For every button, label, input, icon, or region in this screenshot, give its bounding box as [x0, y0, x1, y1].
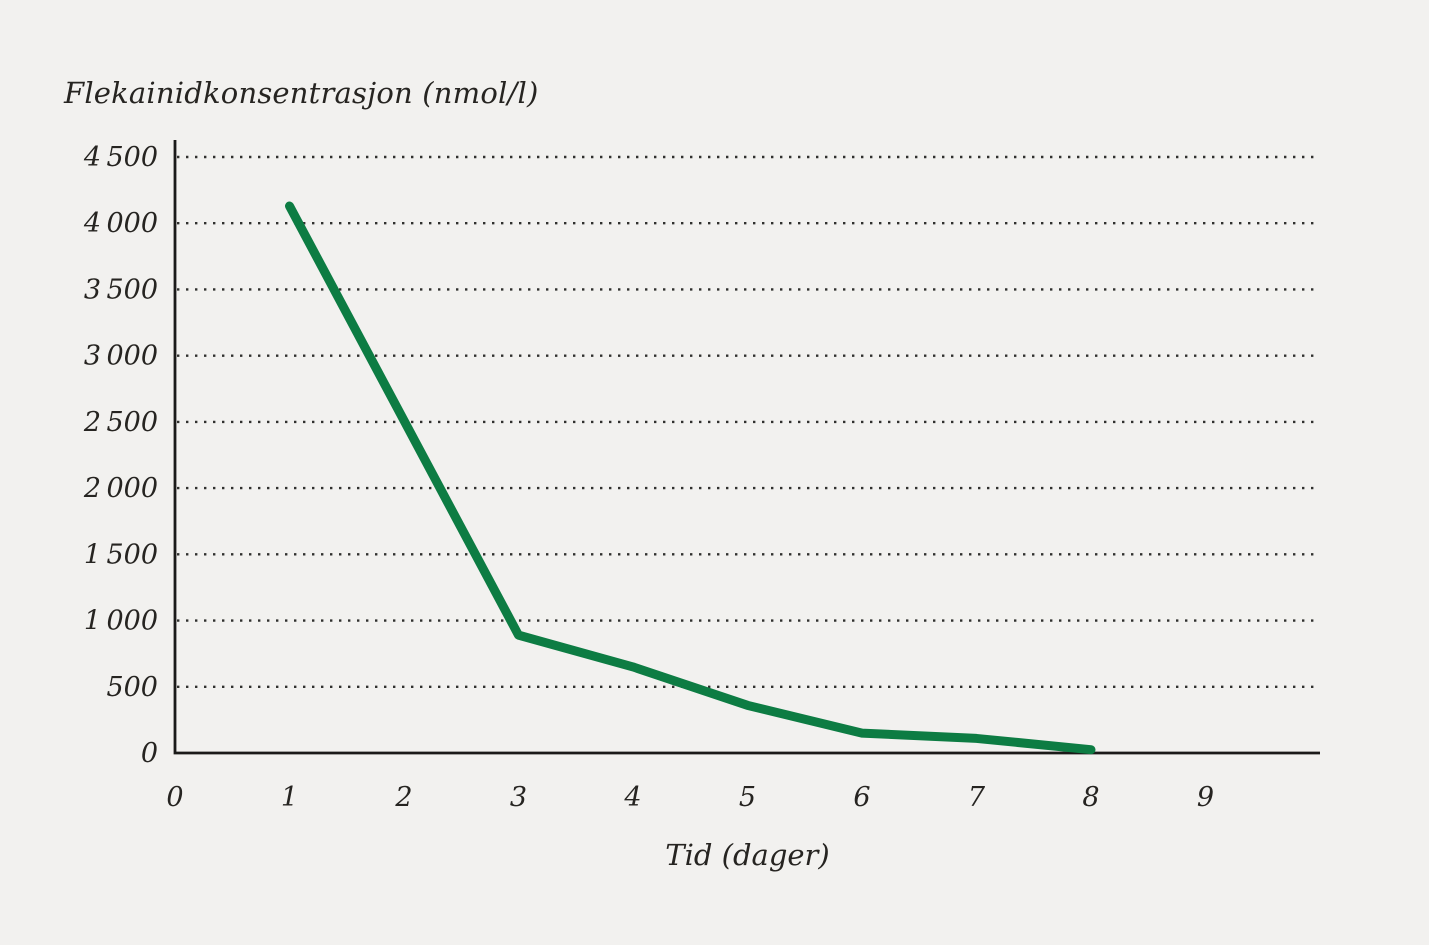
x-tick-label: 7 — [968, 782, 986, 813]
axes-line — [173, 140, 1320, 755]
x-tick-label: 8 — [1082, 782, 1099, 813]
y-tick-label: 2 000 — [83, 473, 158, 504]
x-tick-label: 2 — [394, 782, 412, 813]
y-tick-label: 1 500 — [84, 539, 158, 570]
y-tick-label: 4 000 — [83, 208, 158, 239]
x-tick-label: 6 — [853, 782, 870, 813]
x-tick-label: 3 — [510, 782, 527, 813]
y-tick-label: 0 — [141, 738, 158, 769]
y-tick-label: 1 000 — [84, 606, 158, 637]
concentration-line — [285, 201, 1096, 755]
x-tick-label: 5 — [739, 782, 756, 813]
y-axis-title: Flekainidkonsentrasjon (nmol/l) — [64, 76, 539, 110]
x-tick-label: 9 — [1197, 782, 1214, 813]
y-tick-label: 3 500 — [84, 274, 158, 305]
x-axis-title: Tid (dager) — [665, 838, 830, 872]
y-tick-label: 2 500 — [83, 407, 158, 438]
x-tick-label: 0 — [166, 782, 183, 813]
y-tick-label: 500 — [106, 672, 158, 703]
x-tick-label: 4 — [623, 782, 641, 813]
y-tick-label: 4 500 — [83, 142, 158, 173]
x-tick-label: 1 — [281, 782, 298, 813]
y-tick-label: 3 000 — [84, 341, 158, 372]
